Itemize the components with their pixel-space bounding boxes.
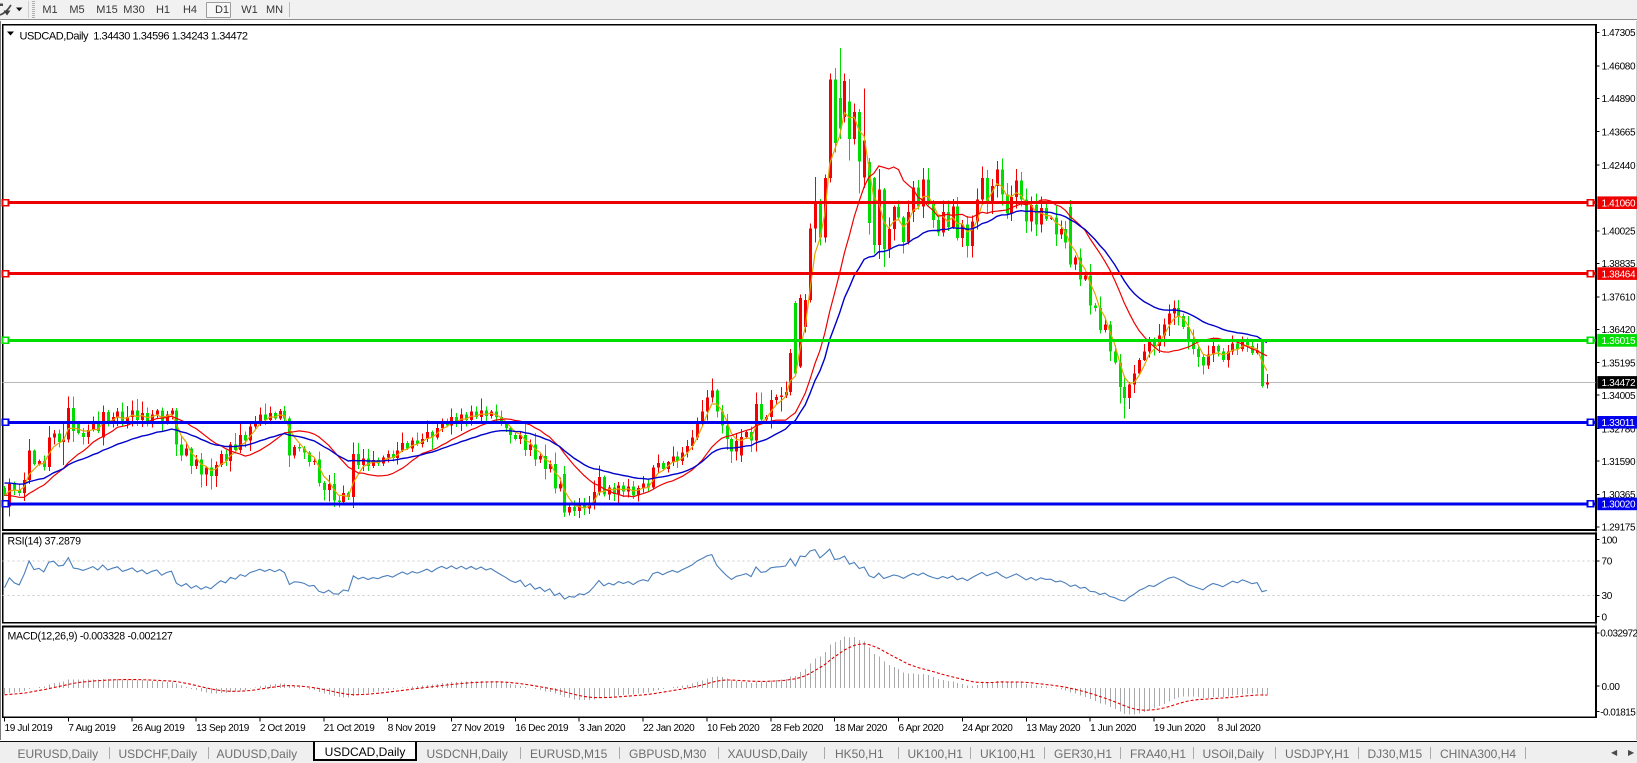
svg-text:1.42440: 1.42440 (1602, 161, 1636, 172)
svg-text:0.00: 0.00 (1602, 682, 1621, 693)
svg-text:1.38464: 1.38464 (1602, 269, 1636, 280)
svg-text:28 Feb 2020: 28 Feb 2020 (771, 723, 824, 734)
svg-text:USDCAD,Daily 1.34430 1.34596: USDCAD,Daily 1.34430 1.34596 1.34243 1.3… (20, 31, 248, 43)
svg-text:1.43665: 1.43665 (1602, 127, 1636, 138)
svg-text:MACD(12,26,9) -0.003328 -0.002: MACD(12,26,9) -0.003328 -0.002127 (8, 631, 173, 643)
svg-text:7 Aug 2019: 7 Aug 2019 (68, 723, 116, 734)
svg-text:1.33011: 1.33011 (1602, 418, 1636, 429)
svg-text:1.34005: 1.34005 (1602, 391, 1636, 402)
svg-text:13 May 2020: 13 May 2020 (1026, 723, 1081, 734)
svg-text:1.46080: 1.46080 (1602, 62, 1636, 73)
svg-text:1.44890: 1.44890 (1602, 94, 1636, 105)
svg-text:-0.01815: -0.01815 (1600, 707, 1636, 718)
svg-text:1.47305: 1.47305 (1602, 28, 1636, 39)
svg-text:1.36420: 1.36420 (1602, 325, 1636, 336)
svg-text:18 Mar 2020: 18 Mar 2020 (835, 723, 888, 734)
svg-text:0: 0 (1602, 612, 1608, 623)
svg-text:10 Feb 2020: 10 Feb 2020 (707, 723, 760, 734)
svg-text:26 Aug 2019: 26 Aug 2019 (132, 723, 185, 734)
svg-text:19 Jun 2020: 19 Jun 2020 (1154, 723, 1206, 734)
svg-text:13 Sep 2019: 13 Sep 2019 (196, 723, 250, 734)
svg-text:2 Oct 2019: 2 Oct 2019 (260, 723, 306, 734)
svg-text:1.34472: 1.34472 (1602, 378, 1636, 389)
svg-text:21 Oct 2019: 21 Oct 2019 (324, 723, 375, 734)
svg-text:1.29175: 1.29175 (1602, 523, 1636, 534)
svg-text:1.40025: 1.40025 (1602, 227, 1636, 238)
svg-text:22 Jan 2020: 22 Jan 2020 (643, 723, 695, 734)
svg-text:6 Apr 2020: 6 Apr 2020 (899, 723, 945, 734)
svg-text:30: 30 (1602, 591, 1613, 602)
svg-text:1.38835: 1.38835 (1602, 259, 1636, 270)
svg-text:27 Nov 2019: 27 Nov 2019 (452, 723, 506, 734)
svg-text:RSI(14) 37.2879: RSI(14) 37.2879 (8, 536, 82, 548)
svg-text:1.41060: 1.41060 (1602, 198, 1636, 209)
svg-text:16 Dec 2019: 16 Dec 2019 (515, 723, 569, 734)
svg-text:1.30020: 1.30020 (1602, 500, 1636, 511)
svg-text:1.30365: 1.30365 (1602, 490, 1636, 501)
svg-text:70: 70 (1602, 557, 1613, 568)
svg-text:1.32780: 1.32780 (1602, 424, 1636, 435)
svg-text:19 Jul 2019: 19 Jul 2019 (5, 723, 54, 734)
svg-text:8 Nov 2019: 8 Nov 2019 (388, 723, 436, 734)
svg-text:24 Apr 2020: 24 Apr 2020 (962, 723, 1013, 734)
svg-text:8 Jul 2020: 8 Jul 2020 (1218, 723, 1261, 734)
svg-text:0.032972: 0.032972 (1600, 629, 1637, 640)
svg-text:3 Jan 2020: 3 Jan 2020 (579, 723, 626, 734)
svg-text:1.37610: 1.37610 (1602, 293, 1636, 304)
svg-text:100: 100 (1602, 535, 1618, 546)
svg-text:1.36015: 1.36015 (1602, 336, 1636, 347)
svg-text:1.31590: 1.31590 (1602, 457, 1636, 468)
svg-text:1 Jun 2020: 1 Jun 2020 (1090, 723, 1137, 734)
svg-text:1.35195: 1.35195 (1602, 358, 1636, 369)
